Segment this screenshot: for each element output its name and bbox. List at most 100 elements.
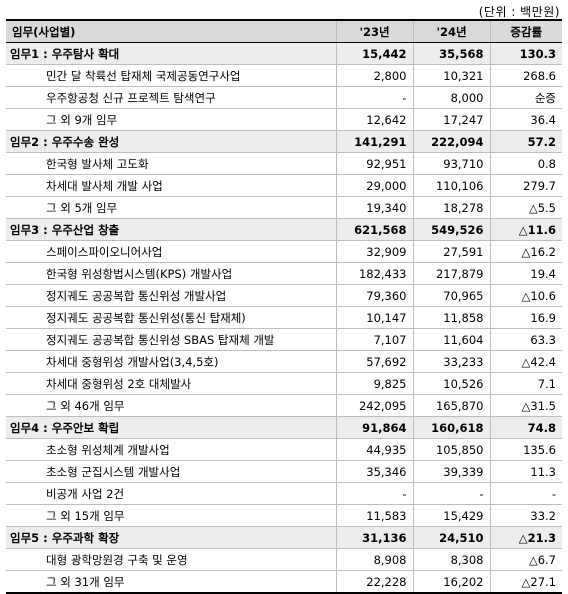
value-2023: 182,433 bbox=[335, 262, 413, 285]
group-row: 임무5 : 우주과학 확장 31,136 24,510 △21.3 bbox=[6, 526, 562, 549]
value-2023: - bbox=[335, 86, 413, 109]
table-row: 차세대 중형위성 개발사업(3,4,5호) 57,692 33,233 △42.4 bbox=[6, 350, 562, 373]
table-row: 그 외 15개 임무 11,583 15,429 33.2 bbox=[6, 504, 562, 527]
value-2024: 549,526 bbox=[412, 218, 490, 241]
item-label: 정지궤도 공공복합 통신위성 개발사업 bbox=[6, 284, 336, 307]
value-2023: 9,825 bbox=[335, 372, 413, 395]
budget-table-body: 임무(사업별) '23년 '24년 증감률 임무1 : 우주탐사 확대 15,44… bbox=[6, 19, 562, 594]
change-rate: - bbox=[489, 482, 562, 505]
table-header-row: 임무(사업별) '23년 '24년 증감률 bbox=[6, 19, 562, 43]
value-2024: 93,710 bbox=[412, 152, 490, 175]
header-diff: 증감률 bbox=[489, 19, 562, 43]
change-rate: 268.6 bbox=[489, 64, 562, 87]
item-label: 그 외 9개 임무 bbox=[6, 108, 336, 131]
value-2023: - bbox=[335, 482, 413, 505]
value-2023: 44,935 bbox=[335, 438, 413, 461]
value-2024: 15,429 bbox=[412, 504, 490, 527]
value-2023: 7,107 bbox=[335, 328, 413, 351]
group-label: 임무2 : 우주수송 완성 bbox=[6, 130, 336, 153]
value-2023: 141,291 bbox=[335, 130, 413, 153]
value-2024: 11,858 bbox=[412, 306, 490, 329]
value-2023: 35,346 bbox=[335, 460, 413, 483]
value-2023: 10,147 bbox=[335, 306, 413, 329]
change-rate: 57.2 bbox=[489, 130, 562, 153]
change-rate: △31.5 bbox=[489, 394, 562, 417]
value-2024: 10,321 bbox=[412, 64, 490, 87]
header-y23: '23년 bbox=[335, 19, 413, 43]
value-2024: 222,094 bbox=[412, 130, 490, 153]
item-label: 한국형 위성항법시스템(KPS) 개발사업 bbox=[6, 262, 336, 285]
change-rate: 63.3 bbox=[489, 328, 562, 351]
unit-label: (단위 : 백만원) bbox=[478, 5, 560, 19]
value-2023: 11,583 bbox=[335, 504, 413, 527]
value-2024: 39,339 bbox=[412, 460, 490, 483]
item-label: 그 외 15개 임무 bbox=[6, 504, 336, 527]
table-row: 스페이스파이오니어사업 32,909 27,591 △16.2 bbox=[6, 240, 562, 263]
change-rate: 순증 bbox=[489, 86, 562, 109]
value-2023: 22,228 bbox=[335, 570, 413, 594]
table-row: 그 외 31개 임무 22,228 16,202 △27.1 bbox=[6, 570, 562, 594]
change-rate: △6.7 bbox=[489, 548, 562, 571]
value-2024: 16,202 bbox=[412, 570, 490, 594]
item-label: 초소형 위성체계 개발사업 bbox=[6, 438, 336, 461]
value-2024: 18,278 bbox=[412, 196, 490, 219]
item-label: 비공개 사업 2건 bbox=[6, 482, 336, 505]
value-2024: 11,604 bbox=[412, 328, 490, 351]
change-rate: 11.3 bbox=[489, 460, 562, 483]
group-row: 임무3 : 우주산업 창출 621,568 549,526 △11.6 bbox=[6, 218, 562, 241]
table-row: 한국형 발사체 고도화 92,951 93,710 0.8 bbox=[6, 152, 562, 175]
change-rate: 130.3 bbox=[489, 42, 562, 65]
value-2023: 57,692 bbox=[335, 350, 413, 373]
item-label: 차세대 중형위성 2호 대체발사 bbox=[6, 372, 336, 395]
change-rate: 74.8 bbox=[489, 416, 562, 439]
value-2023: 92,951 bbox=[335, 152, 413, 175]
item-label: 정지궤도 공공복합 통신위성(통신 탑재체) bbox=[6, 306, 336, 329]
item-label: 그 외 46개 임무 bbox=[6, 394, 336, 417]
table-row: 정지궤도 공공복합 통신위성(통신 탑재체) 10,147 11,858 16.9 bbox=[6, 306, 562, 329]
table-row: 정지궤도 공공복합 통신위성 개발사업 79,360 70,965 △10.6 bbox=[6, 284, 562, 307]
value-2023: 8,908 bbox=[335, 548, 413, 571]
item-label: 정지궤도 공공복합 통신위성 SBAS 탑재체 개발 bbox=[6, 328, 336, 351]
change-rate: 7.1 bbox=[489, 372, 562, 395]
change-rate: 36.4 bbox=[489, 108, 562, 131]
group-label: 임무3 : 우주산업 창출 bbox=[6, 218, 336, 241]
item-label: 그 외 5개 임무 bbox=[6, 196, 336, 219]
value-2023: 242,095 bbox=[335, 394, 413, 417]
change-rate: △21.3 bbox=[489, 526, 562, 549]
item-label: 차세대 발사체 개발 사업 bbox=[6, 174, 336, 197]
table-row: 그 외 46개 임무 242,095 165,870 △31.5 bbox=[6, 394, 562, 417]
change-rate: △16.2 bbox=[489, 240, 562, 263]
value-2023: 15,442 bbox=[335, 42, 413, 65]
change-rate: △5.5 bbox=[489, 196, 562, 219]
table-row: 초소형 위성체계 개발사업 44,935 105,850 135.6 bbox=[6, 438, 562, 461]
table-row: 민간 달 착륙선 탑재체 국제공동연구사업 2,800 10,321 268.6 bbox=[6, 64, 562, 87]
change-rate: △11.6 bbox=[489, 218, 562, 241]
table-row: 그 외 9개 임무 12,642 17,247 36.4 bbox=[6, 108, 562, 131]
header-y24: '24년 bbox=[412, 19, 490, 43]
table-row: 차세대 중형위성 2호 대체발사 9,825 10,526 7.1 bbox=[6, 372, 562, 395]
value-2024: 8,308 bbox=[412, 548, 490, 571]
change-rate: △10.6 bbox=[489, 284, 562, 307]
change-rate: 135.6 bbox=[489, 438, 562, 461]
budget-table: 임무(사업별) '23년 '24년 증감률 임무1 : 우주탐사 확대 15,44… bbox=[6, 19, 562, 594]
table-row: 그 외 5개 임무 19,340 18,278 △5.5 bbox=[6, 196, 562, 219]
value-2024: 165,870 bbox=[412, 394, 490, 417]
value-2023: 31,136 bbox=[335, 526, 413, 549]
group-row: 임무2 : 우주수송 완성 141,291 222,094 57.2 bbox=[6, 130, 562, 153]
value-2023: 91,864 bbox=[335, 416, 413, 439]
value-2024: 35,568 bbox=[412, 42, 490, 65]
table-row: 정지궤도 공공복합 통신위성 SBAS 탑재체 개발 7,107 11,604 63.… bbox=[6, 328, 562, 351]
value-2024: 70,965 bbox=[412, 284, 490, 307]
value-2023: 19,340 bbox=[335, 196, 413, 219]
value-2023: 79,360 bbox=[335, 284, 413, 307]
value-2023: 29,000 bbox=[335, 174, 413, 197]
table-row: 초소형 군집시스템 개발사업 35,346 39,339 11.3 bbox=[6, 460, 562, 483]
value-2023: 32,909 bbox=[335, 240, 413, 263]
change-rate: 33.2 bbox=[489, 504, 562, 527]
value-2024: 217,879 bbox=[412, 262, 490, 285]
group-label: 임무5 : 우주과학 확장 bbox=[6, 526, 336, 549]
item-label: 우주항공청 신규 프로젝트 탐색연구 bbox=[6, 86, 336, 109]
group-row: 임무1 : 우주탐사 확대 15,442 35,568 130.3 bbox=[6, 42, 562, 65]
change-rate: △27.1 bbox=[489, 570, 562, 594]
change-rate: 16.9 bbox=[489, 306, 562, 329]
